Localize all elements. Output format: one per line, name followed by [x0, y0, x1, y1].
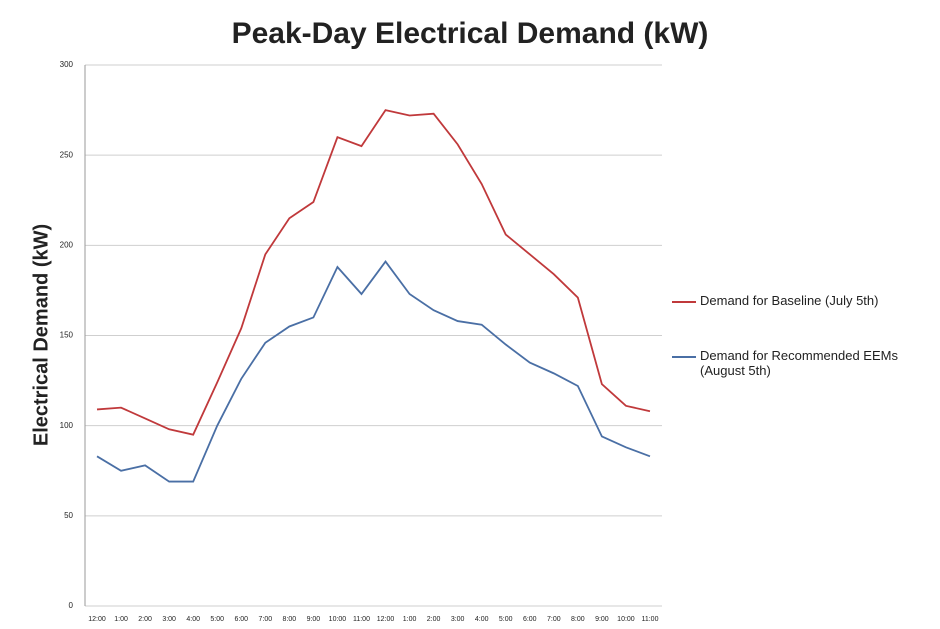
x-tick-label: 8:00	[283, 616, 297, 623]
x-tick-label: 1:00	[114, 616, 128, 623]
x-tick-label: 11:00	[353, 616, 370, 623]
y-tick-label: 300	[60, 60, 74, 69]
x-tick-label: 3:00	[451, 616, 465, 623]
y-tick-label: 250	[60, 150, 74, 159]
x-tick-label: 4:00	[186, 616, 200, 623]
legend-item: Demand for Recommended EEMs (August 5th)	[672, 348, 922, 378]
x-tick-label: 6:00	[234, 616, 248, 623]
y-tick-label: 100	[60, 421, 74, 430]
legend-label: Demand for Baseline (July 5th)	[700, 293, 879, 308]
legend-label: Demand for Recommended EEMs (August 5th)	[700, 348, 898, 378]
legend-swatch	[672, 356, 696, 358]
x-tick-label: 5:00	[499, 616, 513, 623]
x-tick-label: 7:00	[259, 616, 273, 623]
x-tick-label: 10:00	[329, 616, 347, 623]
y-axis-label: Electrical Demand (kW)	[30, 224, 52, 446]
x-tick-label: 8:00	[571, 616, 585, 623]
x-tick-label: 5:00	[210, 616, 224, 623]
x-tick-label: 10:00	[617, 616, 635, 623]
x-tick-label: 2:00	[138, 616, 152, 623]
y-tick-label: 200	[60, 240, 74, 249]
y-tick-label: 50	[64, 511, 73, 520]
x-tick-label: 2:00	[427, 616, 441, 623]
x-tick-label: 7:00	[547, 616, 561, 623]
x-tick-label: 9:00	[595, 616, 609, 623]
x-tick-label: 9:00	[307, 616, 321, 623]
series-line	[96, 260, 651, 483]
x-tick-label: 12:00	[377, 616, 395, 623]
x-tick-label: 3:00	[162, 616, 176, 623]
x-tick-label: 1:00	[403, 616, 417, 623]
x-tick-label: 12:00	[88, 616, 106, 623]
x-tick-label: 6:00	[523, 616, 537, 623]
series-line	[96, 109, 651, 436]
y-tick-label: 0	[69, 601, 74, 610]
y-tick-label: 150	[60, 331, 74, 340]
legend-swatch	[672, 301, 696, 303]
x-tick-label: 4:00	[475, 616, 489, 623]
x-tick-label: 11:00	[641, 616, 658, 623]
chart-title: Peak-Day Electrical Demand (kW)	[232, 17, 709, 50]
legend-item: Demand for Baseline (July 5th)	[672, 293, 922, 308]
